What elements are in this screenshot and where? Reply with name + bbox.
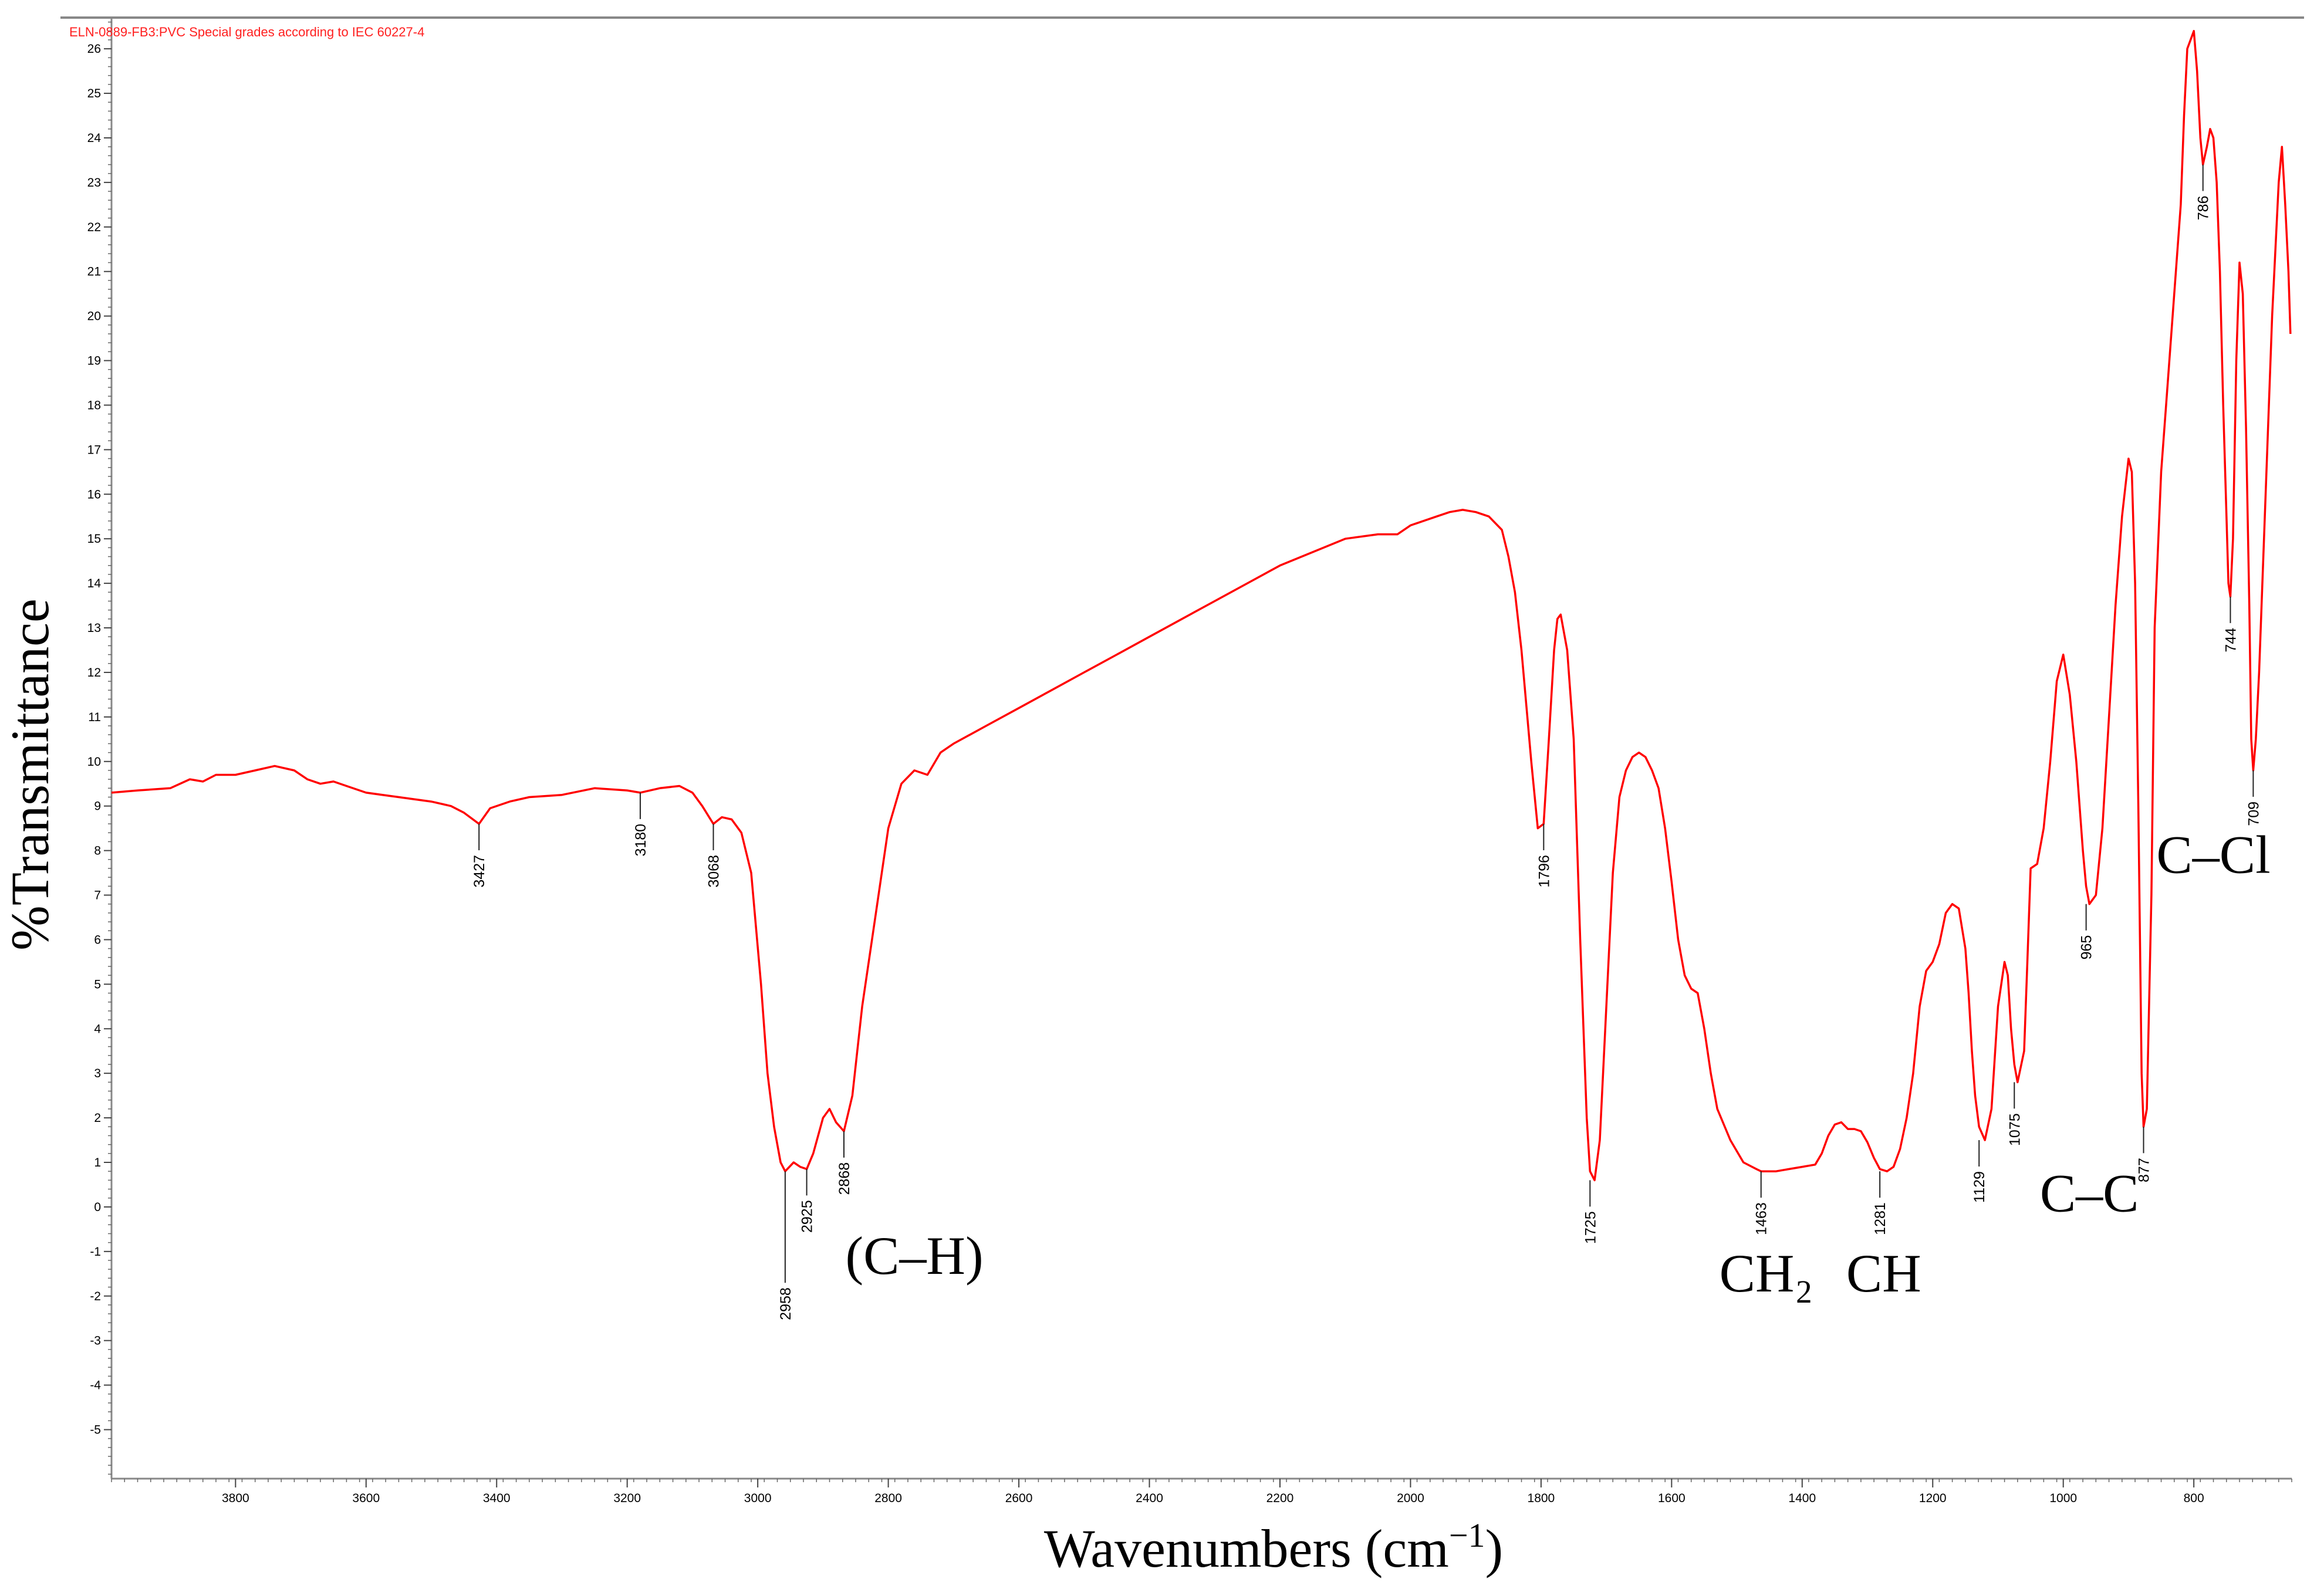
y-tick-label: 16 xyxy=(87,488,101,501)
x-tick-label: 2800 xyxy=(874,1492,902,1505)
peak-label: 1725 xyxy=(1582,1211,1599,1244)
peak-label: 1075 xyxy=(2007,1113,2023,1146)
peak-label: 709 xyxy=(2245,802,2262,826)
peak-label: 2925 xyxy=(799,1200,816,1233)
y-tick-label: 2 xyxy=(94,1111,101,1125)
peak-label: 3068 xyxy=(706,855,722,888)
x-tick-label: 2000 xyxy=(1397,1492,1424,1505)
y-tick-label: 19 xyxy=(87,354,101,368)
peak-label: 3427 xyxy=(471,855,488,888)
y-tick-label: 13 xyxy=(87,621,101,635)
y-tick-label: 21 xyxy=(87,265,101,279)
peak-labels: 3427 3180 3068 2958 2925 2868 1796 1725 1463 1281… xyxy=(471,164,2262,1320)
y-tick-label: 4 xyxy=(94,1022,101,1036)
band-annotation: C–Cl xyxy=(2156,825,2270,885)
x-tick-label: 2600 xyxy=(1005,1492,1033,1505)
peak-label: 965 xyxy=(2079,935,2095,960)
band-annotation: CH xyxy=(1846,1243,1921,1303)
y-tick-label: 14 xyxy=(87,577,102,590)
y-tick-label: 3 xyxy=(94,1067,101,1080)
y-tick-label: 25 xyxy=(87,87,101,100)
y-tick-label: 10 xyxy=(87,755,101,769)
x-tick-label: 3400 xyxy=(483,1492,511,1505)
y-tick-label: 0 xyxy=(94,1201,101,1214)
x-tick-label: 3000 xyxy=(744,1492,772,1505)
x-axis-title-sup: −1 xyxy=(1449,1516,1485,1554)
x-axis-title: Wavenumbers (cm−1) xyxy=(1044,1516,1503,1578)
peak-label: 1129 xyxy=(1971,1171,1988,1203)
y-tick-label: 1 xyxy=(94,1156,101,1169)
y-tick-label: 6 xyxy=(94,933,101,946)
x-tick-label: 1200 xyxy=(1919,1492,1947,1505)
y-tick-label: -1 xyxy=(90,1245,101,1259)
x-tick-label: 1800 xyxy=(1528,1492,1555,1505)
y-tick-label: 11 xyxy=(88,711,101,724)
x-tick-label: 3200 xyxy=(613,1492,641,1505)
band-annotation: CH₂ xyxy=(1720,1243,1813,1303)
peak-label: 1281 xyxy=(1872,1202,1889,1235)
x-tick-label: 1600 xyxy=(1658,1492,1686,1505)
y-tick-label: -5 xyxy=(90,1423,101,1436)
x-tick-label: 1400 xyxy=(1788,1492,1816,1505)
y-axis-title: %Transmittance xyxy=(0,598,60,951)
y-tick-label: -2 xyxy=(90,1290,101,1303)
y-tick-label: 20 xyxy=(87,310,101,323)
x-tick-label: 3800 xyxy=(222,1492,249,1505)
x-tick-label: 2400 xyxy=(1136,1492,1163,1505)
y-tick-label: 15 xyxy=(87,532,101,546)
peak-label: 2958 xyxy=(778,1287,794,1320)
x-tick-label: 3600 xyxy=(352,1492,380,1505)
peak-label: 877 xyxy=(2136,1158,2153,1182)
axes: -5-4-3-2-1012345678910111213141516171819… xyxy=(87,18,2292,1505)
peak-label: 2868 xyxy=(836,1162,853,1195)
y-tick-label: 18 xyxy=(87,398,101,412)
x-axis-title-main: Wavenumbers (cm xyxy=(1044,1519,1449,1578)
y-tick-label: 5 xyxy=(94,978,101,991)
x-tick-label: 1000 xyxy=(2049,1492,2077,1505)
y-tick-label: -4 xyxy=(90,1379,101,1392)
y-tick-label: 24 xyxy=(87,131,102,145)
y-tick-label: 22 xyxy=(87,221,101,234)
y-tick-label: 23 xyxy=(87,176,101,190)
band-annotation: C–C xyxy=(2040,1164,2139,1223)
spectrum-line xyxy=(111,30,2292,1182)
peak-label: 786 xyxy=(2195,196,2212,221)
annotations: (C–H) CH₂ CH C–C C–Cl xyxy=(846,825,2271,1304)
y-tick-label: 8 xyxy=(94,844,101,858)
y-tick-label: 12 xyxy=(87,666,101,679)
peak-label: 1796 xyxy=(1536,855,1552,888)
series-layer xyxy=(111,30,2292,1182)
x-tick-label: 800 xyxy=(2184,1492,2204,1505)
chart-title: ELN-0889-FB3:PVC Special grades accordin… xyxy=(69,25,424,39)
y-tick-label: 26 xyxy=(87,42,101,56)
y-tick-label: 9 xyxy=(94,800,101,813)
peak-label: 1463 xyxy=(1754,1202,1770,1235)
x-tick-label: 2200 xyxy=(1266,1492,1294,1505)
peak-label: 744 xyxy=(2222,628,2239,652)
x-axis-title-end: ) xyxy=(1485,1519,1504,1578)
band-annotation: (C–H) xyxy=(846,1226,984,1286)
y-tick-label: 17 xyxy=(87,443,101,457)
y-tick-label: -3 xyxy=(90,1334,101,1348)
y-tick-label: 7 xyxy=(94,889,101,902)
peak-label: 3180 xyxy=(633,824,649,857)
